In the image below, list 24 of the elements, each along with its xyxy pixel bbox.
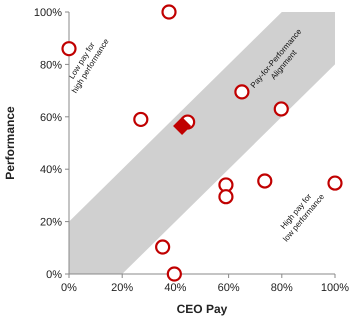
point (257, 173, 272, 189)
point (61, 41, 77, 56)
y-tick-label: 20% (40, 216, 62, 229)
point (155, 239, 170, 255)
y-tick-label: 0% (46, 269, 62, 281)
y-tick-label: 60% (40, 112, 62, 124)
point (133, 112, 148, 128)
x-tick-label: 60% (218, 282, 240, 294)
point (327, 175, 343, 191)
y-axis-title: Performance (3, 106, 17, 180)
x-axis-title: CEO Pay (176, 302, 228, 316)
x-tick-label: 0% (61, 282, 78, 294)
point (166, 266, 182, 282)
x-tick-label: 80% (270, 282, 294, 294)
point (274, 101, 289, 117)
x-tick-label: 100% (320, 282, 350, 294)
y-tick-label: 80% (40, 59, 62, 72)
x-tick-label: 20% (111, 282, 134, 294)
y-tick-label: 100% (34, 7, 62, 19)
y-tick-label: 40% (40, 164, 62, 176)
point (234, 84, 250, 100)
x-tick-label: 40% (164, 282, 187, 294)
point (161, 4, 177, 20)
point (173, 116, 192, 135)
